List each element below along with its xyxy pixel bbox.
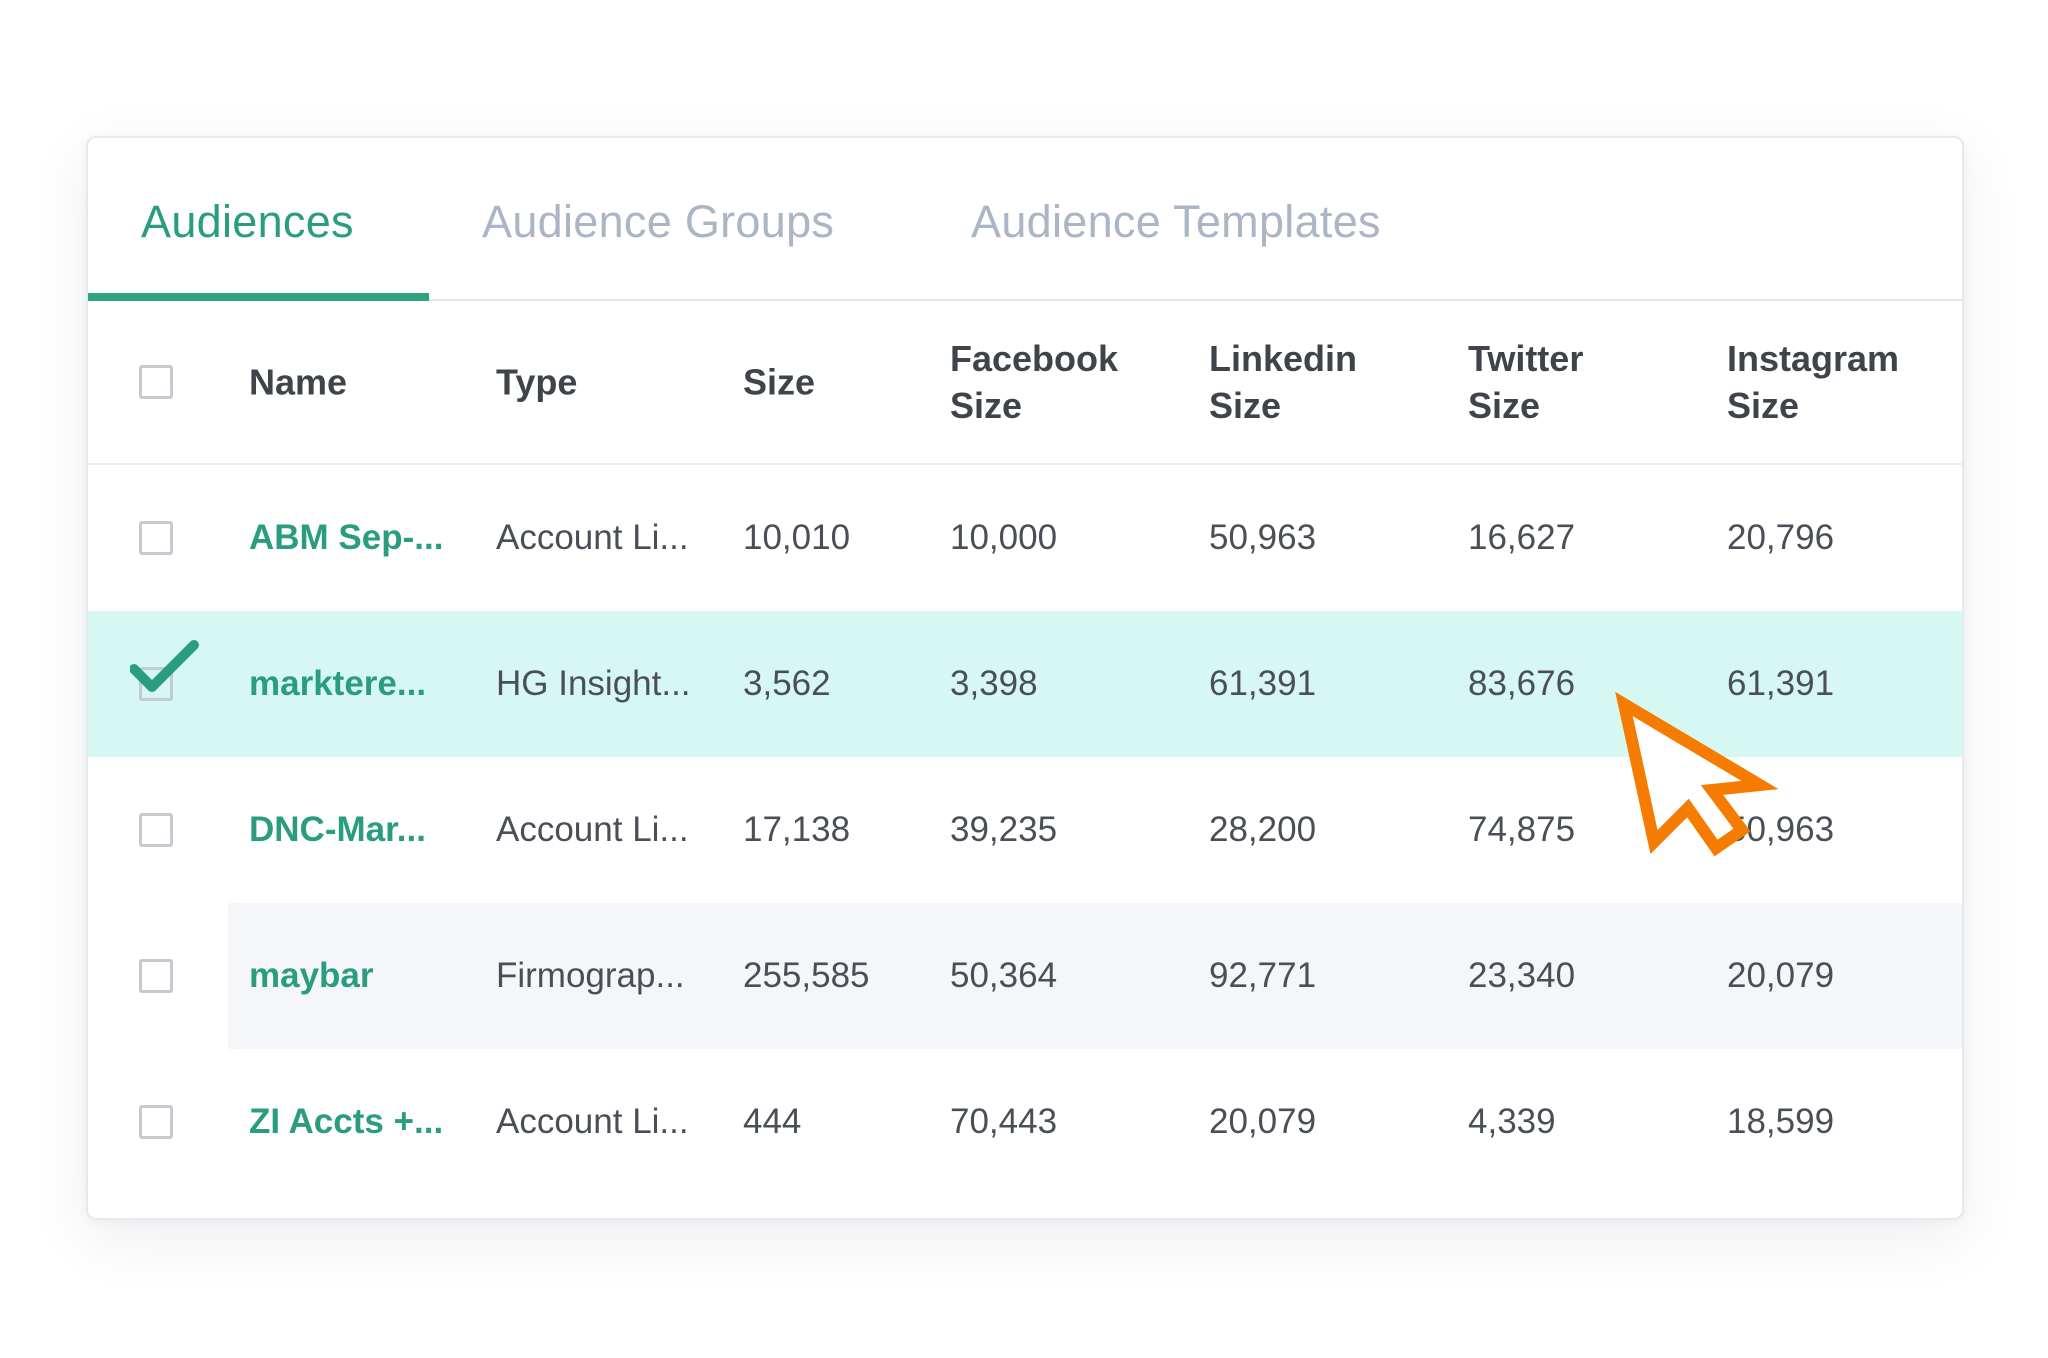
- instagram-size: 20,079: [1727, 956, 1835, 995]
- instagram-size: 18,599: [1727, 1102, 1835, 1141]
- instagram-size: 61,391: [1727, 664, 1835, 703]
- audience-name-link[interactable]: ABM Sep-...: [249, 518, 444, 557]
- audience-size: 3,562: [743, 664, 831, 703]
- column-header-instagram-size[interactable]: Instagram Size: [1727, 338, 1900, 426]
- column-header-twitter-size[interactable]: Twitter Size: [1468, 338, 1584, 426]
- column-header-name[interactable]: Name: [249, 361, 348, 403]
- twitter-size: 23,340: [1468, 956, 1576, 995]
- linkedin-size: 92,771: [1209, 956, 1317, 995]
- facebook-size: 10,000: [950, 518, 1058, 557]
- mouse-pointer-icon: [1615, 691, 1779, 857]
- column-header-linkedin-size[interactable]: Linkedin Size: [1209, 338, 1358, 426]
- audience-type: Account Li...: [496, 1102, 689, 1141]
- row-checkbox[interactable]: [139, 521, 173, 555]
- tab-audience-groups[interactable]: Audience Groups: [482, 196, 835, 247]
- audience-type: Firmograp...: [496, 956, 685, 995]
- linkedin-size: 20,079: [1209, 1102, 1317, 1141]
- facebook-size: 70,443: [950, 1102, 1058, 1141]
- table-row[interactable]: ZI Accts +... Account Li... 444 70,443 2…: [88, 1049, 1962, 1195]
- table-row-selected[interactable]: marktere... HG Insight... 3,562 3,398 61…: [88, 611, 1962, 757]
- tab-bar: Audiences Audience Groups Audience Templ…: [88, 138, 1962, 301]
- table-row[interactable]: DNC-Mar... Account Li... 17,138 39,235 2…: [88, 757, 1962, 903]
- table-row[interactable]: ABM Sep-... Account Li... 10,010 10,000 …: [88, 465, 1962, 611]
- audience-size: 444: [743, 1102, 802, 1141]
- facebook-size: 50,364: [950, 956, 1058, 995]
- audience-name-link[interactable]: maybar: [249, 956, 374, 995]
- tab-audiences[interactable]: Audiences: [141, 196, 354, 247]
- linkedin-size: 28,200: [1209, 810, 1317, 849]
- audience-size: 17,138: [743, 810, 851, 849]
- row-checkbox[interactable]: [139, 959, 173, 993]
- checkmark-icon: [130, 640, 199, 692]
- audience-name-link[interactable]: DNC-Mar...: [249, 810, 426, 849]
- row-checkbox[interactable]: [139, 1105, 173, 1139]
- audience-size: 255,585: [743, 956, 870, 995]
- select-all-checkbox[interactable]: [139, 365, 173, 399]
- column-header-size[interactable]: Size: [743, 361, 816, 403]
- audiences-panel: Audiences Audience Groups Audience Templ…: [86, 136, 1964, 1220]
- audience-type: Account Li...: [496, 518, 689, 557]
- facebook-size: 3,398: [950, 664, 1038, 703]
- active-tab-indicator: [88, 293, 429, 301]
- table-row[interactable]: maybar Firmograp... 255,585 50,364 92,77…: [88, 903, 1962, 1049]
- audience-type: Account Li...: [496, 810, 689, 849]
- instagram-size: 20,796: [1727, 518, 1835, 557]
- facebook-size: 39,235: [950, 810, 1058, 849]
- column-header-type[interactable]: Type: [496, 361, 578, 403]
- row-checkbox[interactable]: [139, 813, 173, 847]
- audience-name-link[interactable]: marktere...: [249, 664, 427, 703]
- tab-audience-templates[interactable]: Audience Templates: [971, 196, 1381, 247]
- twitter-size: 4,339: [1468, 1102, 1556, 1141]
- table-header-row: Name Type Size Facebook Size Linkedin Si…: [88, 301, 1962, 465]
- audience-name-link[interactable]: ZI Accts +...: [249, 1102, 444, 1141]
- audience-size: 10,010: [743, 518, 851, 557]
- audience-type: HG Insight...: [496, 664, 691, 703]
- linkedin-size: 61,391: [1209, 664, 1317, 703]
- column-header-facebook-size[interactable]: Facebook Size: [950, 338, 1119, 426]
- linkedin-size: 50,963: [1209, 518, 1317, 557]
- twitter-size: 16,627: [1468, 518, 1576, 557]
- twitter-size: 83,676: [1468, 664, 1576, 703]
- twitter-size: 74,875: [1468, 810, 1576, 849]
